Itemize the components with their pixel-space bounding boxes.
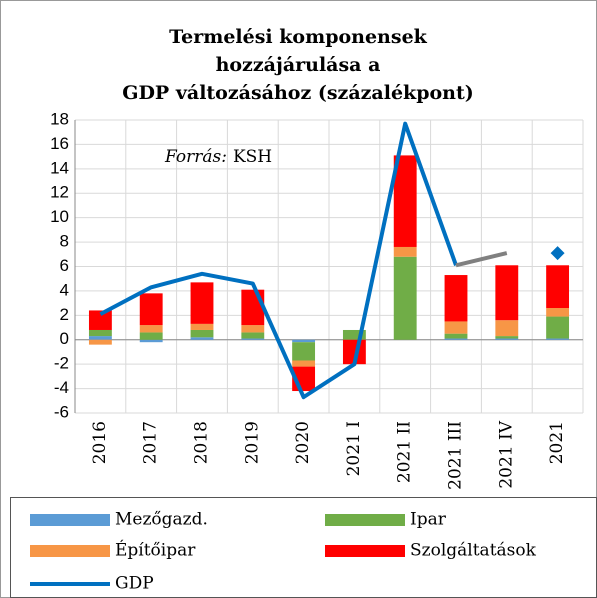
- y-tick-label: 8: [60, 232, 69, 251]
- x-tick-label: 2017: [141, 421, 161, 464]
- bar: [495, 265, 519, 321]
- bar: [393, 246, 417, 257]
- bar: [88, 339, 112, 345]
- x-tick-label: 2018: [192, 421, 212, 464]
- bar: [88, 329, 112, 337]
- legend-label: Mezőgazd.: [115, 510, 208, 530]
- bar: [139, 332, 163, 340]
- bar: [444, 333, 468, 339]
- y-tick-label: 10: [50, 207, 69, 226]
- bar: [241, 332, 265, 339]
- bar: [546, 338, 570, 340]
- bar: [241, 289, 265, 326]
- y-tick-label: 14: [50, 158, 69, 177]
- x-tick-label: 2021 III: [446, 421, 466, 490]
- legend-label: Szolgáltatások: [410, 541, 537, 561]
- bar: [190, 337, 214, 340]
- y-tick-label: -6: [54, 402, 69, 421]
- x-tick-label: 2020: [293, 421, 313, 464]
- bar: [393, 256, 417, 340]
- legend-swatch: [325, 514, 405, 526]
- y-tick-label: 2: [60, 305, 69, 324]
- bar: [444, 275, 468, 322]
- bar: [292, 339, 316, 343]
- line: [99, 121, 458, 400]
- bar: [495, 320, 519, 337]
- annotation-label: Forrás:: [164, 147, 227, 167]
- annotation-text: KSH: [233, 147, 272, 167]
- line: [455, 251, 508, 268]
- bar: [546, 316, 570, 339]
- bar: [88, 336, 112, 340]
- legend-swatch: [325, 545, 405, 557]
- bar: [444, 338, 468, 340]
- x-tick-label: 2021 II: [395, 421, 415, 483]
- y-tick-label: 12: [50, 183, 69, 202]
- x-tick-label: 2021 I: [344, 421, 364, 476]
- bar: [241, 338, 265, 340]
- bar: [495, 336, 519, 339]
- legend-label: Építőipar: [115, 540, 196, 561]
- legend-swatch: [30, 545, 110, 557]
- bar: [546, 265, 570, 309]
- y-tick-label: -4: [54, 378, 69, 397]
- legend-label: GDP: [115, 574, 154, 594]
- bar: [444, 321, 468, 334]
- bar: [190, 329, 214, 338]
- x-tick-label: 2021: [547, 421, 567, 464]
- x-tick-label: 2021 IV: [496, 420, 516, 488]
- y-tick-label: 4: [60, 280, 69, 299]
- bar: [546, 308, 570, 317]
- bar: [292, 360, 316, 367]
- y-tick-label: 18: [50, 109, 69, 128]
- legend-label: Ipar: [410, 510, 447, 530]
- bar: [139, 339, 163, 343]
- bar: [190, 282, 214, 324]
- bar: [292, 342, 316, 361]
- bar: [139, 325, 163, 333]
- bar: [139, 293, 163, 326]
- y-tick-label: 16: [50, 134, 69, 153]
- annotation: Forrás: KSH: [164, 147, 272, 167]
- chart-title: hozzájárulása a: [216, 54, 381, 76]
- y-tick-label: 6: [60, 256, 69, 275]
- bar: [190, 323, 214, 330]
- bar: [495, 338, 519, 340]
- chart-title: Termelési komponensek: [169, 26, 427, 48]
- line-marker: [550, 246, 565, 261]
- chart-title: GDP változásához (százalékpont): [122, 82, 474, 104]
- bar: [241, 325, 265, 333]
- bar: [393, 155, 417, 247]
- bar: [88, 310, 112, 330]
- y-tick-label: -2: [54, 354, 69, 373]
- legend-swatch: [30, 514, 110, 526]
- x-tick-label: 2019: [242, 421, 262, 464]
- x-tick-label: 2016: [90, 421, 110, 464]
- y-tick-label: 0: [60, 329, 69, 348]
- bar: [342, 329, 366, 340]
